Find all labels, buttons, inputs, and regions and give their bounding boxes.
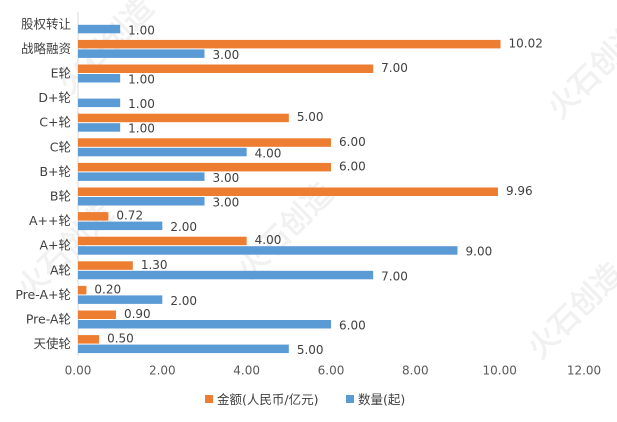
bar-count (78, 246, 458, 255)
x-tick-label: 2.00 (149, 363, 176, 377)
data-label-amount: 9.96 (506, 184, 533, 198)
watermark-text: 火石创造 (541, 16, 617, 126)
legend: 金额(人民币/亿元) 数量(起) (205, 392, 405, 407)
data-label-count: 9.00 (466, 245, 493, 259)
bars-layer (78, 24, 501, 354)
bar-count (78, 221, 163, 231)
legend-label: 金额(人民币/亿元) (217, 392, 318, 407)
data-label-count: 2.00 (170, 220, 197, 234)
data-label-amount: 7.00 (381, 61, 408, 75)
category-label: A轮 (50, 262, 71, 277)
bar-count (78, 344, 289, 354)
legend-swatch (205, 395, 213, 403)
data-label-amount: 1.30 (141, 258, 168, 272)
labels-layer: 股权转让 1.00 战略融资 10.02 3.00 E轮 7.00 1.00 D+轮 1.00 C+… (15, 16, 543, 357)
category-label: D+轮 (38, 90, 71, 105)
bar-amount (78, 236, 247, 246)
data-label-count: 3.00 (213, 171, 240, 185)
bar-amount (78, 261, 133, 270)
bar-count (78, 172, 205, 181)
category-label: B轮 (50, 189, 71, 204)
data-label-amount: 0.90 (124, 307, 151, 321)
bar-amount (78, 285, 87, 295)
category-label: C+轮 (39, 115, 71, 130)
legend-swatch (346, 395, 354, 403)
category-label: B+轮 (39, 164, 71, 179)
data-label-count: 5.00 (297, 343, 324, 357)
data-label-count: 2.00 (170, 294, 197, 308)
bar-amount (78, 310, 116, 319)
x-tick-label: 6.00 (318, 363, 345, 377)
data-label-amount: 6.00 (339, 135, 366, 149)
x-tick-label: 8.00 (402, 363, 429, 377)
x-tick-label: 10.00 (482, 363, 516, 377)
bar-amount (78, 138, 331, 147)
bar-amount (78, 39, 501, 49)
bar-count (78, 98, 121, 108)
data-label-amount: 10.02 (509, 36, 543, 50)
data-label-count: 6.00 (339, 319, 366, 333)
legend-label: 数量(起) (358, 392, 405, 407)
x-tick-label: 12.00 (567, 363, 601, 377)
bar-count (78, 74, 121, 83)
data-label-amount: 0.72 (116, 209, 143, 223)
bar-count (78, 123, 121, 132)
watermark-text: 火石创造 (521, 256, 617, 366)
category-label: C轮 (50, 139, 71, 154)
bar-count (78, 320, 331, 329)
category-label: 股权转让 (21, 16, 71, 31)
bar-count (78, 147, 247, 157)
bar-count (78, 24, 121, 34)
data-label-amount: 6.00 (339, 159, 366, 173)
bar-amount (78, 335, 100, 344)
bar-amount (78, 113, 289, 123)
category-label: E轮 (51, 66, 71, 81)
data-label-count: 1.00 (128, 23, 155, 37)
data-label-count: 4.00 (255, 146, 282, 160)
category-label: Pre-A轮 (26, 312, 71, 327)
data-label-amount: 4.00 (255, 233, 282, 247)
data-label-count: 1.00 (128, 122, 155, 136)
data-label-count: 1.00 (128, 73, 155, 87)
x-tick-label: 0.00 (65, 363, 92, 377)
category-label: A++轮 (29, 213, 71, 228)
category-label: 天使轮 (33, 336, 71, 351)
data-label-count: 3.00 (213, 196, 240, 210)
bar-count (78, 197, 205, 206)
category-label: Pre-A+轮 (15, 287, 71, 302)
data-label-amount: 0.50 (107, 332, 134, 346)
data-label-amount: 5.00 (297, 110, 324, 124)
axis-layer: 0.00 2.00 4.00 6.00 8.00 10.00 12.00 (65, 12, 601, 377)
data-label-count: 1.00 (128, 97, 155, 111)
data-label-count: 7.00 (381, 269, 408, 283)
bar-count (78, 270, 374, 280)
x-tick-label: 4.00 (233, 363, 260, 377)
data-label-count: 3.00 (213, 48, 240, 62)
category-label: 战略融资 (21, 41, 71, 56)
bar-amount (78, 212, 109, 221)
bar-amount (78, 64, 374, 73)
bar-amount (78, 187, 498, 196)
bar-count (78, 49, 205, 58)
bar-count (78, 295, 163, 304)
category-label: A+轮 (39, 238, 71, 253)
data-label-amount: 0.20 (94, 282, 121, 296)
bar-amount (78, 162, 331, 172)
